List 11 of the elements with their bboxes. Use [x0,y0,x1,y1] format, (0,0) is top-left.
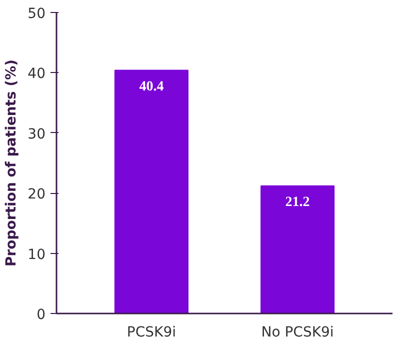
y-axis-title: Proportion of patients (%) [4,59,20,267]
data-label: 40.4 [139,79,164,94]
x-tick-label: PCSK9i [126,324,176,340]
y-tick-label: 0 [36,307,46,323]
y-tick-label: 10 [28,246,46,263]
data-label: 21.2 [285,194,310,210]
y-tick-label: 40 [28,66,46,82]
y-tick-label: 50 [28,6,46,22]
x-tick-label: No PCSK9i [261,324,334,340]
y-tick-label: 20 [28,186,46,203]
y-tick-label: 30 [28,126,46,142]
